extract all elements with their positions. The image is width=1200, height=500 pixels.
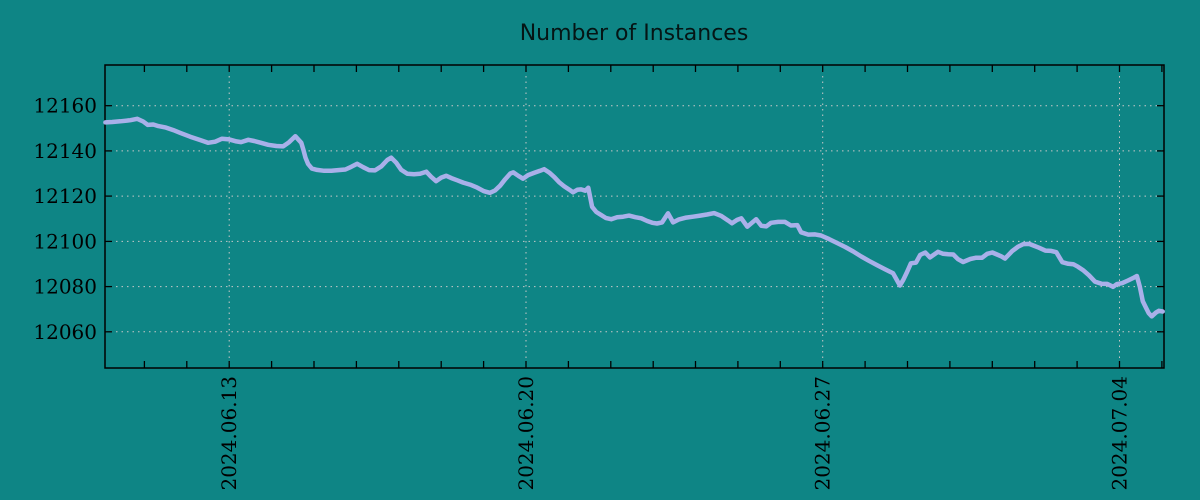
- plot-area: 12060 12080 12100 12120 12140 12160 2024.06.13…: [33, 64, 1165, 491]
- y-tick-label: 12120: [33, 184, 97, 208]
- plot-border: [104, 64, 1165, 369]
- y-tick-label: 12160: [33, 94, 97, 118]
- y-tick-label: 12060: [33, 320, 97, 344]
- x-tick-label: 2024.07.04: [1108, 376, 1132, 491]
- x-tick-label: 2024.06.20: [514, 376, 538, 491]
- y-tick-label: 12080: [33, 275, 97, 299]
- chart-title: Number of Instances: [520, 21, 749, 46]
- y-tick-label: 12100: [33, 229, 97, 253]
- data-line: [103, 116, 1165, 319]
- x-tick-label: 2024.06.13: [217, 376, 241, 491]
- y-tick-label: 12140: [33, 139, 97, 163]
- x-tick-label: 2024.06.27: [811, 376, 835, 491]
